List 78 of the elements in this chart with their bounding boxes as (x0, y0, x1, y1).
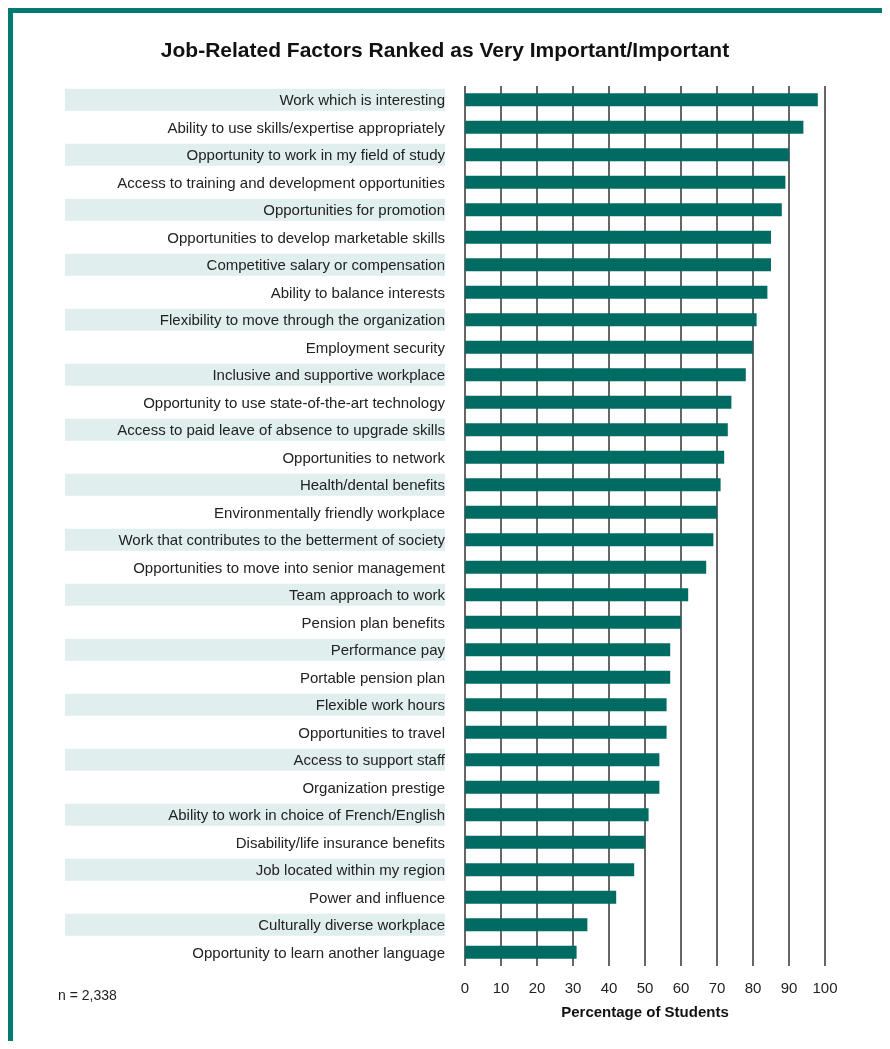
y-tick-label: Opportunities to move into senior management (133, 558, 446, 576)
x-tick-label: 90 (780, 979, 798, 996)
y-tick-label: Ability to use skills/expertise appropriately (167, 118, 446, 136)
x-tick-label: 10 (492, 979, 510, 996)
x-tick-label: 40 (600, 979, 618, 996)
bar (465, 643, 671, 657)
bar (465, 395, 732, 409)
y-tick-label: Job located within my region (255, 861, 445, 879)
bar (465, 148, 789, 162)
y-tick-label: Ability to work in choice of French/English (168, 806, 445, 824)
bar (465, 368, 746, 382)
y-tick-label: Team approach to work (289, 586, 446, 604)
bar (465, 175, 786, 189)
bar (465, 863, 635, 877)
y-tick-label: Health/dental benefits (299, 476, 445, 494)
y-tick-label: Culturally diverse workplace (258, 916, 445, 934)
x-tick-label: 80 (744, 979, 762, 996)
x-tick-label: 100 (812, 979, 838, 996)
text: n = 2,338 (58, 987, 117, 1003)
x-tick-label: 20 (528, 979, 546, 996)
y-tick-label: Opportunities to network (282, 448, 446, 466)
y-tick-label: Competitive salary or compensation (206, 256, 445, 274)
bar (465, 753, 660, 767)
y-tick-label: Opportunities for promotion (263, 201, 445, 219)
bar (465, 725, 667, 739)
y-tick-label: Power and influence (309, 888, 445, 906)
y-tick-label: Work which is interesting (279, 91, 445, 109)
bar (465, 890, 617, 904)
y-tick-label: Flexibility to move through the organization (159, 311, 445, 329)
bar (465, 615, 681, 629)
bar (465, 560, 707, 574)
bar (465, 588, 689, 602)
y-tick-label: Portable pension plan (299, 668, 445, 686)
x-tick-label: 30 (564, 979, 582, 996)
x-tick-label: 70 (708, 979, 726, 996)
bar (465, 780, 660, 794)
bar (465, 423, 728, 437)
bar (465, 505, 717, 519)
y-tick-label: Opportunity to work in my field of study (186, 146, 446, 164)
y-tick-label: Work that contributes to the betterment of society (118, 531, 446, 549)
y-tick-label: Opportunity to learn another language (192, 943, 445, 961)
bar (465, 478, 721, 492)
bar (465, 340, 753, 354)
y-tick-label: Employment security (305, 338, 446, 356)
y-tick-label: Pension plan benefits (301, 613, 445, 631)
y-tick-label: Ability to balance interests (270, 283, 445, 301)
bar (465, 313, 757, 327)
bar (465, 698, 667, 712)
bar (465, 918, 588, 932)
bar (465, 533, 714, 547)
bar (465, 670, 671, 684)
bar (465, 258, 771, 272)
x-tick-label: 50 (636, 979, 654, 996)
bar (465, 285, 768, 299)
y-tick-label: Disability/life insurance benefits (235, 833, 445, 851)
x-axis-title: Percentage of Students (561, 1003, 729, 1020)
y-tick-label: Organization prestige (302, 778, 445, 796)
y-tick-label: Access to support staff (293, 751, 446, 769)
bar (465, 450, 725, 464)
bar (465, 120, 804, 134)
y-tick-label: Opportunity to use state-of-the-art technology (143, 393, 446, 411)
bar (465, 808, 649, 822)
y-tick-label: Opportunities to travel (298, 723, 445, 741)
chart-title: Job-Related Factors Ranked as Very Important/Important (160, 38, 730, 61)
y-tick-label: Access to training and development opportunities (117, 173, 445, 191)
bar (465, 835, 645, 849)
bar (465, 945, 577, 959)
bar (465, 93, 818, 107)
x-tick-label: 60 (672, 979, 690, 996)
y-tick-label: Opportunities to develop marketable skills (167, 228, 445, 246)
y-tick-label: Flexible work hours (315, 696, 445, 714)
y-tick-label: Inclusive and supportive workplace (212, 366, 445, 384)
y-tick-label: Environmentally friendly workplace (214, 503, 445, 521)
y-tick-label: Performance pay (330, 641, 446, 659)
bar (465, 230, 771, 244)
x-tick-label: 0 (460, 979, 470, 996)
bar (465, 203, 782, 217)
y-tick-label: Access to paid leave of absence to upgrade skills (117, 421, 445, 439)
